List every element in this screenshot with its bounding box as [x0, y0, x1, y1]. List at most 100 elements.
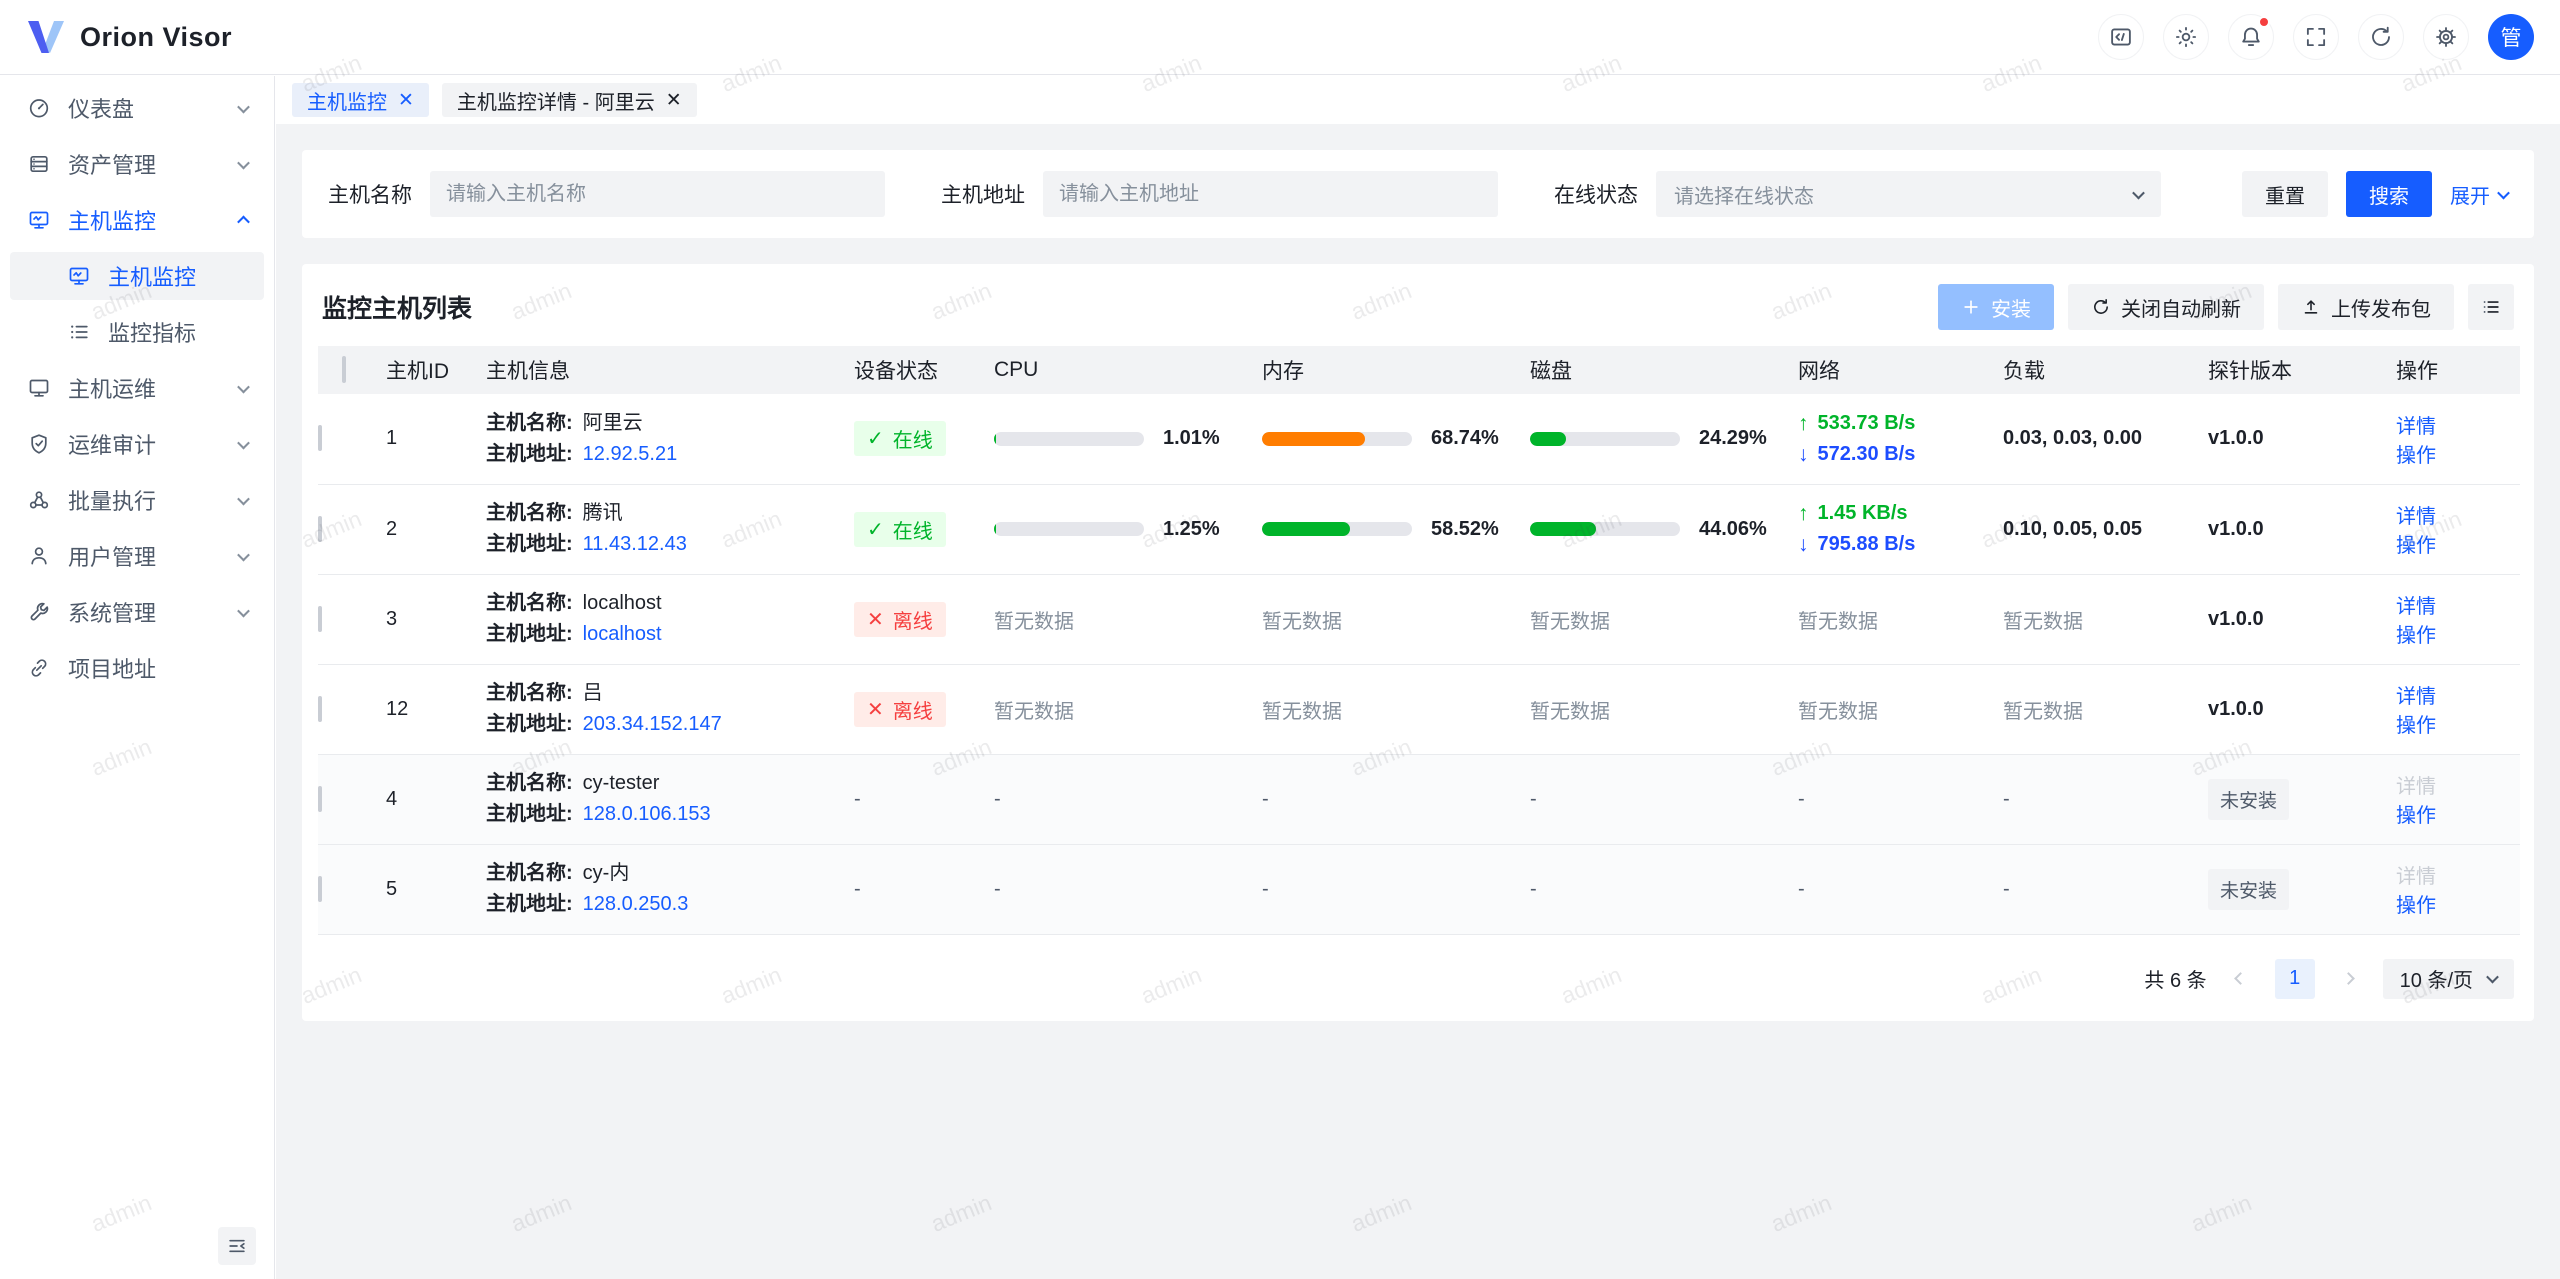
cpu-bar	[994, 522, 1144, 536]
row-checkbox[interactable]	[318, 695, 322, 722]
detail-link[interactable]: 详情	[2396, 415, 2436, 438]
status-badge: ✕ 离线	[854, 691, 946, 727]
col-network: 网络	[1782, 346, 1987, 394]
sidebar-item-dashboard[interactable]: 仪表盘	[10, 84, 264, 132]
tab-close-icon[interactable]: ✕	[398, 89, 414, 111]
link-icon	[26, 655, 52, 681]
memory-cell: 暂无数据	[1246, 664, 1514, 755]
chevron-down-icon	[237, 604, 250, 617]
notifications-button[interactable]	[2228, 14, 2274, 60]
filter-host-addr: 主机地址	[941, 171, 1498, 217]
row-checkbox[interactable]	[318, 515, 322, 542]
sidebar-item-project-url[interactable]: 项目地址	[10, 644, 264, 692]
page-size-select[interactable]: 10 条/页	[2382, 958, 2514, 999]
more-actions-link[interactable]: 操作	[2396, 535, 2436, 557]
host-addr-link[interactable]: 11.43.12.43	[582, 533, 687, 555]
host-addr-link[interactable]: 128.0.106.153	[582, 803, 711, 825]
sidebar-item-assets[interactable]: 资产管理	[10, 140, 264, 188]
collapse-sidebar-button[interactable]	[218, 1227, 256, 1265]
detail-link-disabled: 详情	[2396, 866, 2436, 888]
load-cell: 暂无数据	[1987, 574, 2192, 665]
install-button[interactable]: 安装	[1938, 284, 2054, 330]
fullscreen-button[interactable]	[2293, 14, 2339, 60]
sidebar-item-host-ops[interactable]: 主机运维	[10, 364, 264, 412]
tab-host-monitor-detail[interactable]: 主机监控详情 - 阿里云 ✕	[441, 83, 697, 117]
network-cell: 暂无数据	[1782, 574, 1987, 665]
upload-release-button[interactable]: 上传发布包	[2278, 284, 2454, 330]
select-all-checkbox[interactable]	[342, 356, 346, 383]
page-number[interactable]: 1	[2274, 958, 2315, 999]
host-name-input[interactable]	[430, 171, 885, 217]
disk-cell: -	[1514, 844, 1782, 935]
host-addr-link[interactable]: 128.0.250.3	[582, 893, 689, 915]
col-actions: 操作	[2380, 346, 2520, 394]
tab-host-monitor[interactable]: 主机监控 ✕	[292, 83, 429, 117]
row-checkbox[interactable]	[318, 875, 322, 902]
host-id-cell: 1	[370, 394, 470, 485]
host-addr-link[interactable]: 12.92.5.21	[582, 442, 678, 465]
more-actions-link[interactable]: 操作	[2396, 444, 2436, 467]
memory-cell: -	[1246, 754, 1514, 845]
detail-link[interactable]: 详情	[2396, 686, 2436, 708]
disk-cell: 44.06%	[1514, 484, 1782, 575]
app-logo: Orion Visor	[26, 19, 232, 55]
sidebar-item-user-mgmt[interactable]: 用户管理	[10, 532, 264, 580]
more-actions-link[interactable]: 操作	[2396, 625, 2436, 647]
host-id-cell: 5	[370, 844, 470, 935]
host-info-cell: 主机名称: cy-tester 主机地址: 128.0.106.153	[470, 754, 838, 845]
column-settings-button[interactable]	[2468, 284, 2514, 330]
host-addr-input[interactable]	[1043, 171, 1498, 217]
user-avatar[interactable]: 管	[2488, 14, 2534, 60]
arrow-down-icon: ↓	[1798, 533, 1809, 556]
online-status-select[interactable]: 请选择在线状态	[1656, 171, 2161, 217]
sidebar-item-ops-audit[interactable]: 运维审计	[10, 420, 264, 468]
host-addr-link[interactable]: 203.34.152.147	[582, 713, 722, 735]
host-id-cell: 3	[370, 574, 470, 665]
refresh-button[interactable]	[2358, 14, 2404, 60]
sidebar-item-system-mgmt[interactable]: 系统管理	[10, 588, 264, 636]
chevron-right-icon	[2342, 972, 2356, 985]
reset-button[interactable]: 重置	[2242, 171, 2328, 217]
host-addr-link[interactable]: localhost	[582, 623, 662, 645]
table-row: 2 主机名称: 腾讯 主机地址: 11.43.12.43 ✓ 在线 1.25% 58	[318, 484, 2520, 575]
detail-link[interactable]: 详情	[2396, 506, 2436, 528]
device-status-cell: ✕ 离线	[838, 664, 978, 755]
wrench-icon	[26, 599, 52, 625]
monitor-icon	[26, 375, 52, 401]
col-host-id: 主机ID	[370, 346, 470, 394]
tab-close-icon[interactable]: ✕	[665, 89, 682, 111]
code-button[interactable]	[2098, 14, 2144, 60]
settings-button[interactable]	[2423, 14, 2469, 60]
not-installed-badge: 未安装	[2208, 778, 2290, 820]
expand-toggle[interactable]: 展开	[2450, 180, 2510, 209]
row-checkbox[interactable]	[318, 605, 322, 632]
sidebar-subitem-metrics[interactable]: 监控指标	[10, 308, 264, 356]
host-info-cell: 主机名称: localhost 主机地址: localhost	[470, 574, 838, 665]
sidebar-subitem-host-monitor[interactable]: 主机监控	[10, 252, 264, 300]
next-page-button[interactable]	[2334, 959, 2364, 999]
host-info-cell: 主机名称: 阿里云 主机地址: 12.92.5.21	[470, 394, 838, 485]
row-checkbox[interactable]	[318, 425, 322, 452]
more-actions-link[interactable]: 操作	[2396, 895, 2436, 917]
more-actions-link[interactable]: 操作	[2396, 715, 2436, 737]
status-badge: ✕ 离线	[854, 601, 946, 637]
host-info-cell: 主机名称: cy-内 主机地址: 128.0.250.3	[470, 844, 838, 935]
sidebar-item-host-monitor[interactable]: 主机监控	[10, 196, 264, 244]
more-actions-link[interactable]: 操作	[2396, 805, 2436, 827]
chevron-down-icon	[2132, 186, 2145, 199]
chevron-down-icon	[237, 100, 250, 113]
actions-cell: 详情操作	[2380, 844, 2520, 935]
theme-button[interactable]	[2163, 14, 2209, 60]
actions-cell: 详情操作	[2380, 664, 2520, 755]
row-checkbox[interactable]	[318, 785, 322, 812]
version-cell: 未安装	[2192, 754, 2380, 845]
search-button[interactable]: 搜索	[2346, 171, 2432, 217]
detail-link[interactable]: 详情	[2396, 596, 2436, 618]
sidebar-item-batch-exec[interactable]: 批量执行	[10, 476, 264, 524]
device-status-cell: ✕ 离线	[838, 574, 978, 665]
prev-page-button[interactable]	[2226, 959, 2256, 999]
auto-refresh-button[interactable]: 关闭自动刷新	[2068, 284, 2264, 330]
filter-bar: 主机名称 主机地址 在线状态 请选择在线状态 重置 搜索 展开	[302, 150, 2534, 238]
network-cell: 暂无数据	[1782, 664, 1987, 755]
table-row: 1 主机名称: 阿里云 主机地址: 12.92.5.21 ✓ 在线 1.01% 68	[318, 394, 2520, 485]
